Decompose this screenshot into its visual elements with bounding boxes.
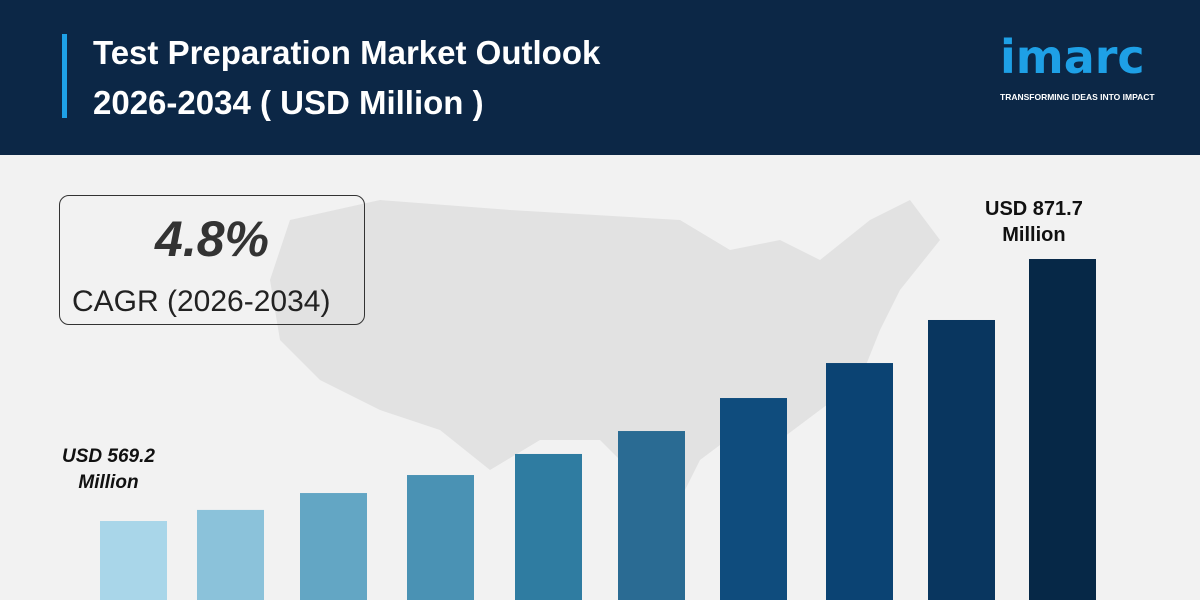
bar-10 bbox=[1029, 259, 1096, 600]
cagr-value: 4.8% bbox=[155, 211, 269, 267]
bar-1 bbox=[100, 521, 167, 600]
cagr-label: CAGR (2026-2034) bbox=[72, 285, 331, 318]
logo-word: imarc bbox=[1000, 30, 1145, 84]
bar-9 bbox=[928, 319, 995, 600]
first-bar-label-value: USD 569.2 bbox=[62, 446, 155, 467]
imarc-logo: imarc TRANSFORMING IDEAS INTO IMPACT bbox=[1000, 28, 1180, 104]
last-bar-label: USD 871.7 Million bbox=[985, 196, 1083, 248]
last-bar-label-unit: Million bbox=[1002, 224, 1066, 246]
title-line-1: Test Preparation Market Outlook bbox=[93, 34, 601, 71]
bar-5 bbox=[515, 453, 582, 600]
bar-7 bbox=[720, 398, 787, 600]
bar-4 bbox=[407, 475, 474, 600]
bar-3 bbox=[300, 493, 367, 600]
bar-2 bbox=[197, 509, 264, 600]
last-bar-label-value: USD 871.7 bbox=[985, 198, 1083, 220]
logo-tagline: TRANSFORMING IDEAS INTO IMPACT bbox=[1000, 92, 1155, 102]
cagr-box: 4.8% CAGR (2026-2034) bbox=[59, 195, 365, 325]
title-accent-bar bbox=[62, 34, 67, 118]
bar-6 bbox=[618, 431, 685, 600]
first-bar-label: USD 569.2 Million bbox=[62, 444, 155, 496]
header-banner: Test Preparation Market Outlook 2026-203… bbox=[0, 0, 1200, 155]
first-bar-label-unit: Million bbox=[78, 472, 139, 493]
title-line-2: 2026-2034 ( USD Million ) bbox=[93, 84, 484, 121]
bar-8 bbox=[826, 363, 893, 600]
page-title: Test Preparation Market Outlook 2026-203… bbox=[93, 28, 893, 128]
